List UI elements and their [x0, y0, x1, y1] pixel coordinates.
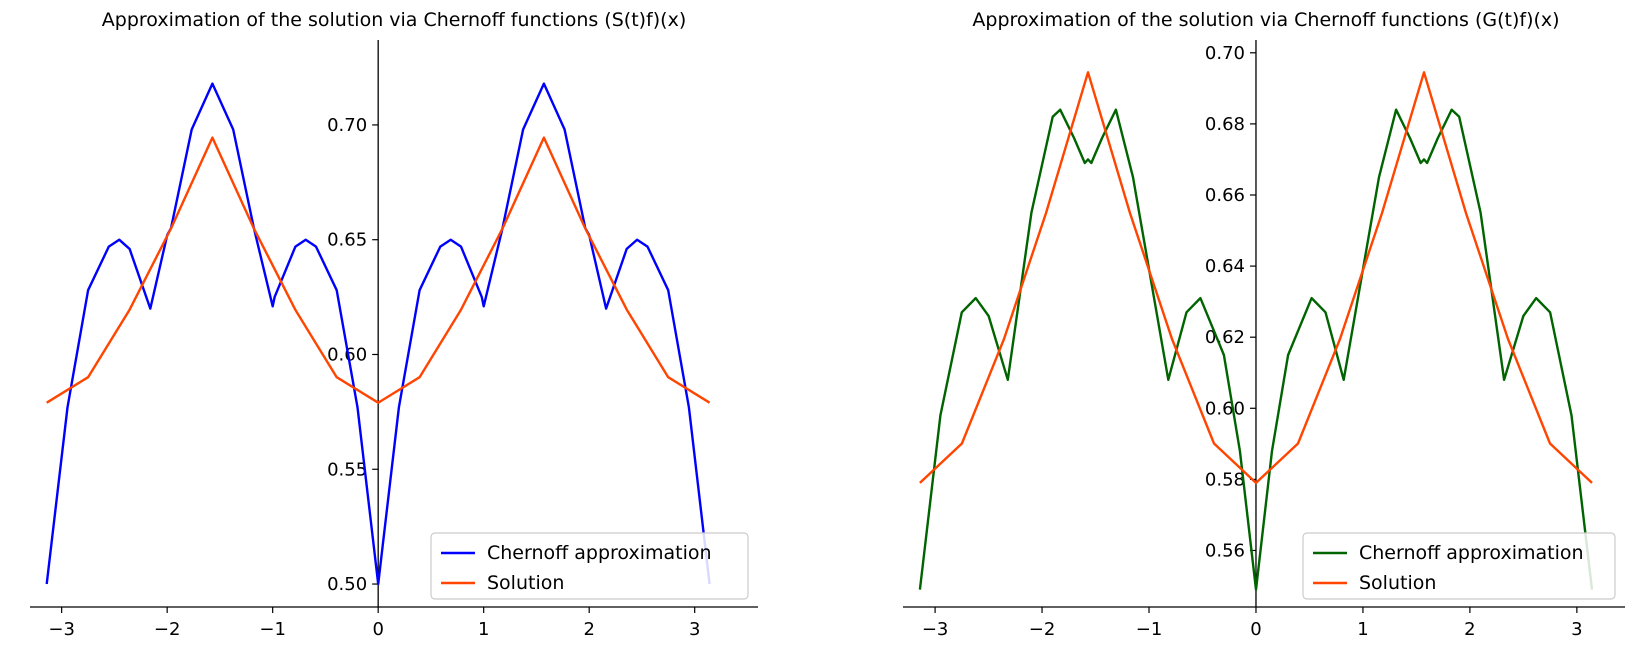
legend-label: Solution — [487, 572, 564, 594]
y-tick-label: 0.64 — [1205, 256, 1245, 277]
x-tick-label: −1 — [259, 619, 286, 640]
x-tick-label: 1 — [478, 619, 489, 640]
x-tick-label: 2 — [1464, 619, 1475, 640]
x-tick-label: −2 — [1029, 619, 1056, 640]
y-tick-label: 0.65 — [327, 230, 367, 251]
x-tick-label: 2 — [583, 619, 594, 640]
legend-label: Chernoff approximation — [487, 542, 712, 564]
series-line-chernoff-approximation — [918, 108, 1594, 591]
series-line-solution — [919, 71, 1593, 485]
x-tick-label: 3 — [1571, 619, 1582, 640]
series-line-chernoff-approximation — [45, 82, 711, 586]
y-tick-label: 0.66 — [1205, 185, 1245, 206]
y-tick-label: 0.70 — [327, 115, 367, 136]
y-tick-label: 0.68 — [1205, 114, 1245, 135]
x-tick-label: −1 — [1136, 619, 1163, 640]
x-tick-label: −2 — [154, 619, 181, 640]
legend-box — [1302, 532, 1616, 600]
y-tick-label: 0.70 — [1205, 43, 1245, 64]
y-tick-label: 0.58 — [1205, 469, 1245, 490]
chart-title: Approximation of the solution via Cherno… — [972, 9, 1559, 31]
x-tick-label: 0 — [1250, 619, 1261, 640]
chart-title: Approximation of the solution via Cherno… — [102, 9, 686, 31]
x-tick-label: −3 — [48, 619, 75, 640]
legend-label: Chernoff approximation — [1359, 542, 1584, 564]
x-tick-label: −3 — [922, 619, 949, 640]
chart-panel-2: Approximation of the solution via Cherno… — [903, 9, 1625, 640]
y-tick-label: 0.56 — [1205, 540, 1245, 561]
x-tick-label: 3 — [689, 619, 700, 640]
chart-panel-1: Approximation of the solution via Cherno… — [30, 9, 758, 640]
y-tick-label: 0.55 — [327, 459, 367, 480]
x-tick-label: 0 — [372, 619, 383, 640]
series-line-solution — [46, 136, 711, 404]
x-tick-label: 1 — [1357, 619, 1368, 640]
legend-label: Solution — [1359, 572, 1436, 594]
y-tick-label: 0.60 — [1205, 398, 1245, 419]
legend-box — [430, 532, 749, 600]
y-tick-label: 0.62 — [1205, 327, 1245, 348]
y-tick-label: 0.50 — [327, 574, 367, 595]
